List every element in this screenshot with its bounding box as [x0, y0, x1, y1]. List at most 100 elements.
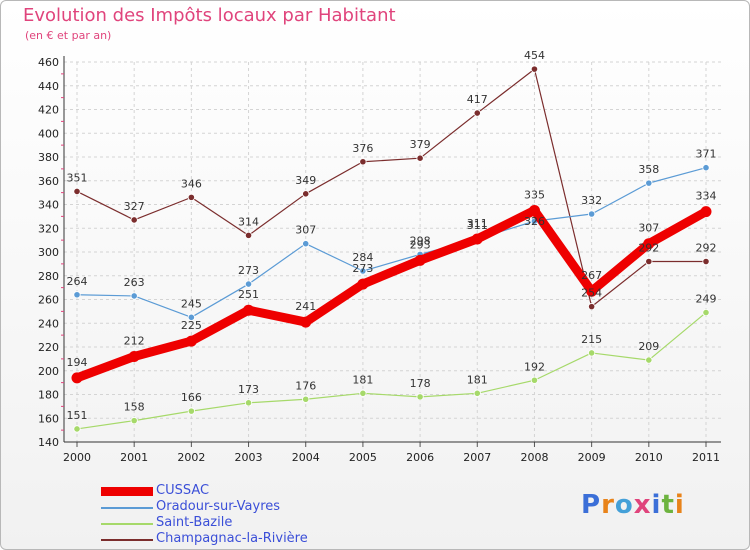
series-line-saint-bazile	[76, 311, 707, 430]
y-tick-label: 400	[38, 127, 59, 140]
x-tick-label: 2005	[349, 451, 377, 464]
data-label-oradour-sur-vayres: 332	[581, 194, 602, 207]
data-label-saint-bazile: 158	[124, 401, 145, 414]
data-point-champagnac-la-rivi-re	[130, 216, 138, 224]
data-label-saint-bazile: 192	[524, 360, 545, 373]
data-label-oradour-sur-vayres: 371	[696, 148, 717, 161]
data-point-oradour-sur-vayres	[359, 267, 367, 275]
y-tick-label: 140	[38, 436, 59, 449]
logo-letter: x	[633, 490, 652, 520]
data-label-cussac: 267	[581, 269, 602, 282]
data-point-champagnac-la-rivi-re	[187, 193, 195, 201]
legend-swatch-oradour	[101, 507, 153, 509]
data-label-cussac: 194	[67, 356, 88, 369]
data-point-saint-bazile	[530, 376, 539, 384]
data-point-cussac	[643, 238, 655, 250]
data-point-oradour-sur-vayres	[244, 280, 253, 288]
data-point-saint-bazile	[130, 417, 138, 425]
series-line-champagnac-la-rivi-re	[76, 68, 707, 308]
data-point-saint-bazile	[73, 425, 81, 433]
data-label-champagnac-la-rivi-re: 417	[467, 93, 488, 106]
data-label-oradour-sur-vayres: 326	[524, 215, 545, 228]
data-point-champagnac-la-rivi-re	[416, 154, 424, 162]
data-label-oradour-sur-vayres: 284	[352, 251, 373, 264]
x-tick-label: 2001	[120, 451, 148, 464]
legend-swatch-champagnac	[101, 539, 153, 541]
legend-swatch-saint-bazile	[101, 523, 153, 525]
data-point-saint-bazile	[302, 395, 310, 403]
data-point-cussac	[185, 335, 197, 347]
data-point-cussac	[414, 254, 426, 266]
data-label-champagnac-la-rivi-re: 292	[638, 242, 659, 255]
data-label-saint-bazile: 176	[295, 379, 316, 392]
data-label-oradour-sur-vayres: 263	[124, 276, 145, 289]
data-point-cussac	[586, 285, 598, 297]
chart-title: Evolution des Impôts locaux par Habitant	[23, 5, 396, 26]
data-label-champagnac-la-rivi-re: 346	[181, 177, 202, 190]
data-point-saint-bazile	[359, 389, 367, 397]
data-label-cussac: 307	[638, 222, 659, 235]
x-tick-label: 2006	[406, 451, 434, 464]
data-label-cussac: 335	[524, 188, 545, 201]
data-label-champagnac-la-rivi-re: 349	[295, 174, 316, 187]
data-point-cussac	[71, 372, 83, 384]
y-tick-label: 320	[38, 222, 59, 235]
x-tick-label: 2004	[292, 451, 320, 464]
y-tick-label: 180	[38, 389, 59, 402]
x-tick-label: 2010	[635, 451, 663, 464]
y-tick-label: 200	[38, 365, 59, 378]
data-point-cussac	[243, 304, 255, 316]
data-point-champagnac-la-rivi-re	[645, 257, 653, 266]
logo-letter: i	[651, 490, 662, 520]
data-label-saint-bazile: 215	[581, 333, 602, 346]
x-tick-label: 2002	[177, 451, 205, 464]
data-label-cussac: 273	[352, 262, 373, 275]
data-point-oradour-sur-vayres	[302, 240, 310, 248]
axes: 140 160 180 200 220 240 260 280 300 320 340 360 380 4…	[38, 56, 721, 464]
data-label-cussac: 241	[295, 300, 316, 313]
data-label-cussac: 334	[696, 190, 717, 203]
data-label-oradour-sur-vayres: 358	[638, 163, 659, 176]
data-point-cussac	[528, 204, 540, 216]
y-tick-label: 280	[38, 270, 59, 283]
data-label-saint-bazile: 249	[696, 293, 717, 306]
y-tick-label: 300	[38, 246, 59, 259]
data-label-oradour-sur-vayres: 245	[181, 297, 202, 310]
logo-letter: r	[601, 490, 615, 520]
y-tick-label: 420	[38, 104, 59, 117]
data-label-cussac: 225	[181, 319, 202, 332]
data-label-champagnac-la-rivi-re: 314	[238, 215, 259, 228]
data-label-saint-bazile: 178	[410, 377, 431, 390]
y-tick-label: 460	[38, 56, 59, 69]
data-label-champagnac-la-rivi-re: 254	[581, 287, 602, 300]
y-tick-label: 340	[38, 199, 59, 212]
data-point-oradour-sur-vayres	[130, 292, 138, 300]
series-line-oradour-sur-vayres	[76, 167, 707, 318]
data-point-oradour-sur-vayres	[73, 291, 81, 299]
data-label-cussac: 212	[124, 335, 145, 348]
data-point-champagnac-la-rivi-re	[302, 190, 310, 198]
data-label-cussac: 293	[410, 238, 431, 251]
y-tick-label: 440	[38, 80, 59, 93]
data-point-oradour-sur-vayres	[645, 179, 653, 187]
x-tick-label: 2003	[235, 451, 263, 464]
data-point-champagnac-la-rivi-re	[530, 65, 539, 73]
data-point-cussac	[357, 278, 369, 290]
x-tick-label: 2009	[578, 451, 606, 464]
data-point-oradour-sur-vayres	[588, 210, 596, 218]
y-tick-label: 240	[38, 317, 59, 330]
data-labels: 351 327 346 314 349 376 379 417 454 254 292 292 151 1…	[67, 49, 717, 422]
data-point-saint-bazile	[473, 389, 481, 397]
data-label-champagnac-la-rivi-re: 454	[524, 49, 545, 62]
data-point-champagnac-la-rivi-re	[73, 187, 81, 196]
data-point-cussac	[700, 206, 712, 218]
data-point-saint-bazile	[187, 407, 195, 415]
data-point-champagnac-la-rivi-re	[702, 257, 710, 266]
legend-swatch-cussac	[101, 487, 153, 496]
data-point-saint-bazile	[645, 356, 653, 364]
data-point-oradour-sur-vayres	[702, 164, 710, 172]
data-label-saint-bazile: 173	[238, 383, 259, 396]
logo-letter: t	[661, 490, 675, 520]
data-label-saint-bazile: 209	[638, 340, 659, 353]
data-point-champagnac-la-rivi-re	[244, 231, 253, 239]
